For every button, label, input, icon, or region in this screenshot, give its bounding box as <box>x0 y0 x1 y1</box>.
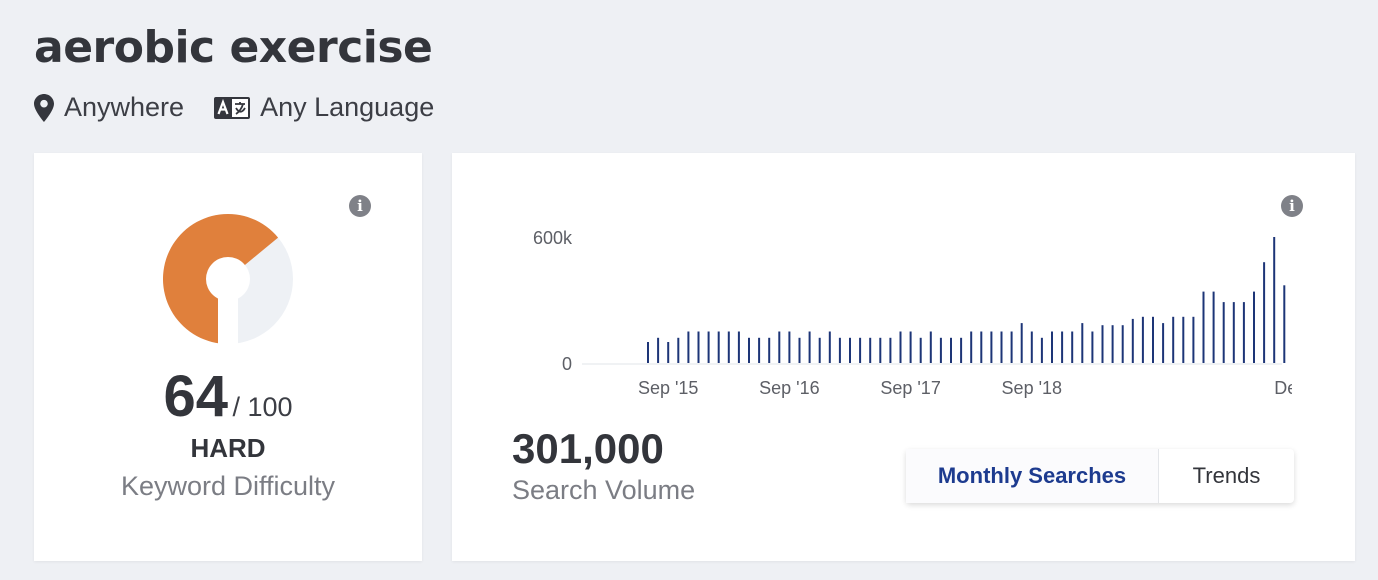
volume-bar[interactable] <box>1232 302 1235 363</box>
volume-bar[interactable] <box>1091 331 1094 364</box>
volume-bar[interactable] <box>889 337 892 363</box>
volume-bar[interactable] <box>1152 316 1154 363</box>
tab-monthly-searches[interactable]: Monthly Searches <box>906 449 1159 503</box>
volume-bar[interactable] <box>1162 323 1165 363</box>
volume-label: Search Volume <box>512 475 696 505</box>
volume-bar[interactable] <box>1010 331 1013 364</box>
volume-bar[interactable] <box>1192 316 1195 363</box>
volume-bar[interactable] <box>849 337 851 363</box>
volume-bar[interactable] <box>737 331 740 364</box>
volume-bar[interactable] <box>647 342 649 363</box>
volume-bar[interactable] <box>687 331 690 364</box>
volume-bar[interactable] <box>1121 325 1124 363</box>
language-filter[interactable]: Any Language <box>214 92 434 123</box>
volume-bar[interactable] <box>1040 337 1043 363</box>
volume-bar[interactable] <box>788 331 791 364</box>
gauge-hole <box>206 257 250 301</box>
volume-bar[interactable] <box>859 337 862 363</box>
volume-bar[interactable] <box>778 331 781 364</box>
volume-tabs: Monthly Searches Trends <box>906 449 1294 503</box>
volume-bar[interactable] <box>909 331 912 364</box>
map-pin-icon <box>34 93 54 122</box>
difficulty-max: / 100 <box>232 392 293 422</box>
volume-bar[interactable] <box>1101 325 1104 363</box>
volume-bar[interactable] <box>1061 331 1064 364</box>
volume-bar[interactable] <box>667 342 670 363</box>
tab-trends[interactable]: Trends <box>1192 463 1261 488</box>
volume-bar[interactable] <box>1081 323 1084 363</box>
volume-bar[interactable] <box>1263 262 1266 363</box>
volume-bar[interactable] <box>808 331 811 364</box>
volume-bar[interactable] <box>1051 331 1053 364</box>
volume-bar[interactable] <box>939 337 942 363</box>
volume-bar[interactable] <box>838 337 841 363</box>
volume-bar[interactable] <box>707 331 710 364</box>
difficulty-info-icon[interactable]: i <box>349 195 371 217</box>
volume-bar[interactable] <box>818 337 821 363</box>
volume-bar[interactable] <box>1000 331 1003 364</box>
volume-value: 301,000 <box>512 425 664 472</box>
volume-bar[interactable] <box>768 337 771 363</box>
gauge-keyhole <box>218 294 238 345</box>
volume-bar[interactable] <box>960 337 963 363</box>
volume-bar[interactable] <box>717 331 720 364</box>
volume-bar[interactable] <box>727 331 730 364</box>
volume-bar[interactable] <box>677 337 680 363</box>
volume-info-icon[interactable]: i <box>1281 195 1303 217</box>
volume-bar[interactable] <box>899 331 902 364</box>
volume-bar[interactable] <box>1253 291 1255 363</box>
volume-bar[interactable] <box>1131 318 1134 363</box>
translate-icon <box>214 96 251 119</box>
volume-bar[interactable] <box>1212 291 1215 363</box>
volume-bar[interactable] <box>990 331 993 364</box>
volume-bar[interactable] <box>828 331 831 364</box>
volume-bar[interactable] <box>869 337 872 363</box>
volume-bar[interactable] <box>1242 302 1245 363</box>
search-volume-chart: 0 600k Sep '15 Sep '16 Sep '17 Sep '18 Dec '20 <box>533 228 1292 398</box>
volume-bar[interactable] <box>879 337 882 363</box>
x-tick-label: Sep '18 <box>1002 378 1063 398</box>
keyword-meta: Anywhere Any Language <box>34 92 464 123</box>
volume-bar[interactable] <box>758 337 761 363</box>
language-label: Any Language <box>260 92 435 122</box>
keyword-title: aerobic exercise <box>34 22 433 73</box>
volume-bar[interactable] <box>1202 291 1205 363</box>
difficulty-score: 64 / 100 <box>34 363 422 430</box>
keyword-difficulty-card: i 64 / 100 HARD Keyword Difficulty <box>34 153 422 561</box>
difficulty-value: 64 <box>163 364 228 429</box>
x-tick-label: Dec '20 <box>1274 378 1292 398</box>
difficulty-level: HARD <box>190 433 266 463</box>
location-filter[interactable]: Anywhere <box>34 92 184 123</box>
volume-bar[interactable] <box>1182 316 1185 363</box>
volume-bar[interactable] <box>1222 302 1225 363</box>
volume-bar[interactable] <box>980 331 983 364</box>
x-tick-label: Sep '17 <box>880 378 941 398</box>
x-tick-label: Sep '15 <box>638 378 699 398</box>
volume-bar[interactable] <box>1273 237 1276 363</box>
volume-bar[interactable] <box>950 337 952 363</box>
volume-bar[interactable] <box>1020 323 1023 363</box>
y-tick-label: 0 <box>562 354 572 374</box>
volume-bar[interactable] <box>1111 325 1114 363</box>
volume-bar[interactable] <box>1071 331 1074 364</box>
volume-bar[interactable] <box>1172 316 1175 363</box>
difficulty-label: Keyword Difficulty <box>120 471 336 501</box>
volume-bar[interactable] <box>1141 316 1144 363</box>
volume-bar[interactable] <box>1283 285 1286 363</box>
volume-bar[interactable] <box>1030 331 1033 364</box>
volume-bar[interactable] <box>657 337 660 363</box>
volume-bar[interactable] <box>748 337 750 363</box>
volume-bar[interactable] <box>919 337 922 363</box>
location-label: Anywhere <box>64 92 185 122</box>
x-tick-label: Sep '16 <box>759 378 820 398</box>
volume-bar[interactable] <box>798 337 801 363</box>
y-tick-label: 600k <box>533 228 573 248</box>
volume-bar[interactable] <box>697 331 700 364</box>
volume-bar[interactable] <box>970 331 973 364</box>
difficulty-gauge <box>162 214 293 345</box>
search-volume-card: i 0 600k Sep '15 Sep '16 Sep '17 Sep '18 Dec '… <box>452 153 1355 561</box>
volume-bar[interactable] <box>929 331 932 364</box>
